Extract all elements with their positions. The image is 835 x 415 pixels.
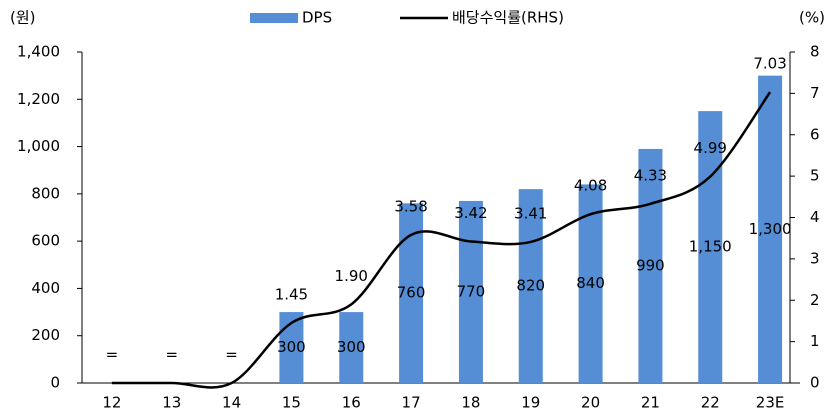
bar-value-label: 1,300 (749, 220, 792, 238)
y2-tick-label: 6 (810, 125, 820, 143)
bar-value-label: = (165, 346, 178, 364)
bar-value-label: 300 (337, 338, 366, 356)
bar (339, 312, 364, 383)
line-value-label: 7.03 (753, 55, 786, 73)
legend-swatch (250, 13, 298, 23)
bar-value-label: 770 (457, 282, 486, 300)
line-value-label: 3.58 (394, 197, 427, 215)
bar (758, 75, 783, 384)
bar-value-label: = (106, 346, 119, 364)
legend-label: 배당수익률(RHS) (452, 9, 564, 27)
bar (458, 200, 483, 383)
x-tick-label: 23E (756, 394, 785, 412)
bar-value-label: 1,150 (689, 238, 732, 256)
y2-tick-label: 0 (810, 374, 820, 392)
line-value-label: 4.08 (574, 177, 607, 195)
bar-value-label: 990 (636, 256, 665, 274)
x-tick-label: 19 (521, 394, 540, 412)
bar-value-label: 760 (397, 284, 426, 302)
line-value-label: 3.42 (454, 204, 487, 222)
line-value-label: 1.45 (275, 286, 308, 304)
x-tick-label: 16 (342, 394, 361, 412)
y2-tick-label: 8 (810, 43, 820, 61)
y-tick-label: 800 (31, 184, 60, 202)
legend-label: DPS (302, 9, 332, 27)
y2-tick-label: 3 (810, 249, 820, 267)
bar (518, 189, 543, 383)
x-tick-label: 12 (102, 394, 121, 412)
bar-value-label: 820 (516, 277, 545, 295)
bar-value-label: 840 (576, 274, 605, 292)
x-tick-label: 17 (402, 394, 421, 412)
y-tick-label: 400 (31, 279, 60, 297)
y-axis-label: (원) (10, 9, 36, 27)
y2-tick-label: 7 (810, 84, 820, 102)
x-tick-label: 13 (162, 394, 181, 412)
y2-axis-label: (%) (799, 9, 825, 27)
x-tick-label: 22 (701, 394, 720, 412)
y-tick-label: 1,200 (17, 90, 60, 108)
bar (638, 148, 663, 383)
line-value-label: 4.99 (694, 139, 727, 157)
x-tick-label: 14 (222, 394, 241, 412)
bar-value-label: = (225, 346, 238, 364)
x-tick-label: 20 (581, 394, 600, 412)
bar-value-label: 300 (277, 338, 306, 356)
x-tick-label: 21 (641, 394, 660, 412)
line (111, 91, 772, 389)
y2-tick-label: 1 (810, 332, 820, 350)
y2-tick-label: 5 (810, 167, 820, 185)
x-tick-label: 15 (282, 394, 301, 412)
y-tick-label: 200 (31, 326, 60, 344)
line-value-label: 3.41 (514, 204, 547, 222)
bar (698, 111, 723, 383)
y2-tick-label: 4 (810, 208, 820, 226)
y-tick-label: 600 (31, 232, 60, 250)
y-tick-label: 1,400 (17, 43, 60, 61)
y-tick-label: 1,000 (17, 137, 60, 155)
line-value-label: 4.33 (634, 166, 667, 184)
y2-tick-label: 2 (810, 291, 820, 309)
line-value-label: 1.90 (335, 267, 368, 285)
y-tick-label: 0 (50, 374, 60, 392)
x-tick-label: 18 (461, 394, 480, 412)
